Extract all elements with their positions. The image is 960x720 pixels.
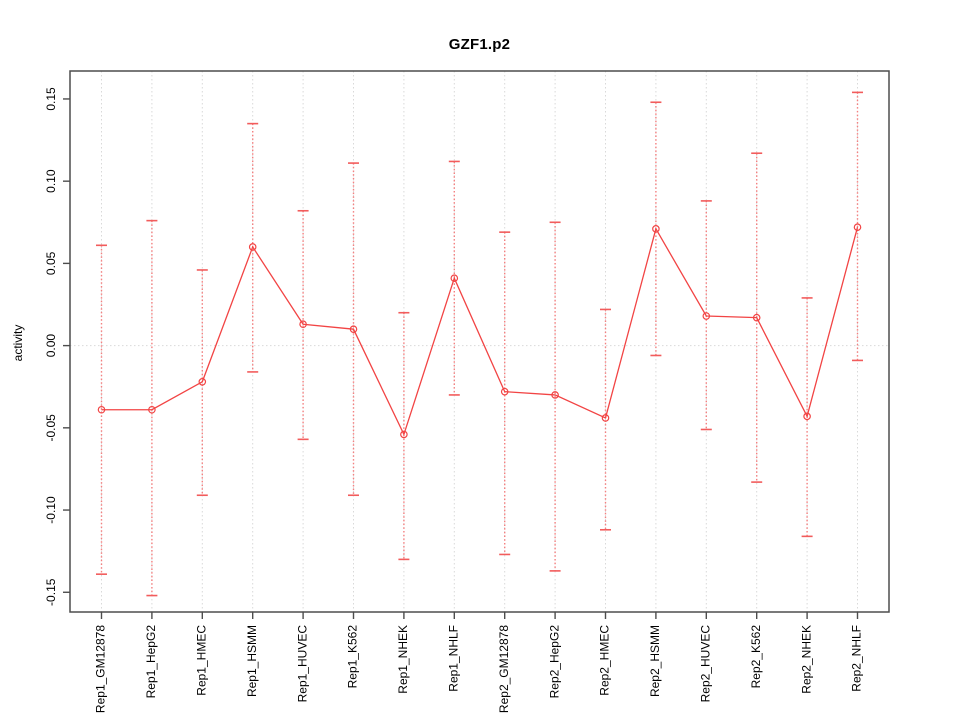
x-tick-label: Rep1_NHLF [446,625,460,692]
x-tick-label: Rep2_HMEC [598,625,612,696]
data-point [601,414,610,422]
y-tick-label: -0.05 [44,414,58,442]
x-tick-label: Rep1_NHEK [396,625,410,694]
x-tick-label: Rep2_GM12878 [497,625,511,713]
x-tick-label: Rep2_NHLF [850,625,864,692]
x-tick-label: Rep2_HepG2 [547,625,561,699]
data-point [500,387,509,396]
x-tick-label: Rep2_NHEK [799,625,813,694]
data-point [652,225,660,233]
x-tick-label: Rep1_HepG2 [144,625,158,699]
y-tick-label: 0.05 [44,251,58,275]
y-tick-label: 0.00 [44,334,58,358]
data-point [853,223,862,232]
x-tick-label: Rep1_HSMM [245,625,259,697]
data-point [752,313,761,322]
y-tick-label: -0.15 [44,578,58,606]
y-tick-label: -0.10 [44,496,58,524]
x-tick-label: Rep1_HUVEC [295,625,309,703]
data-point [97,405,106,414]
x-tick-label: Rep2_HUVEC [698,625,712,703]
data-point [198,377,207,386]
y-tick-label: 0.15 [44,87,58,111]
data-point [299,320,307,329]
x-tick-label: Rep1_GM12878 [94,625,108,713]
data-point [803,412,811,421]
x-tick-label: Rep2_HSMM [648,625,662,697]
data-point [400,430,408,439]
y-tick-label: 0.10 [44,169,58,193]
data-point [148,405,156,414]
series-line [101,227,859,437]
data-point [349,325,358,333]
data-point [248,243,257,251]
chart-title: GZF1.p2 [448,36,511,53]
x-tick-label: Rep1_HMEC [194,625,208,696]
data-point [551,391,559,399]
plot-frame [69,70,890,613]
data-point [702,312,711,320]
x-tick-label: Rep1_K562 [346,625,360,689]
data-point [450,274,459,282]
x-tick-label: Rep2_K562 [749,625,763,689]
